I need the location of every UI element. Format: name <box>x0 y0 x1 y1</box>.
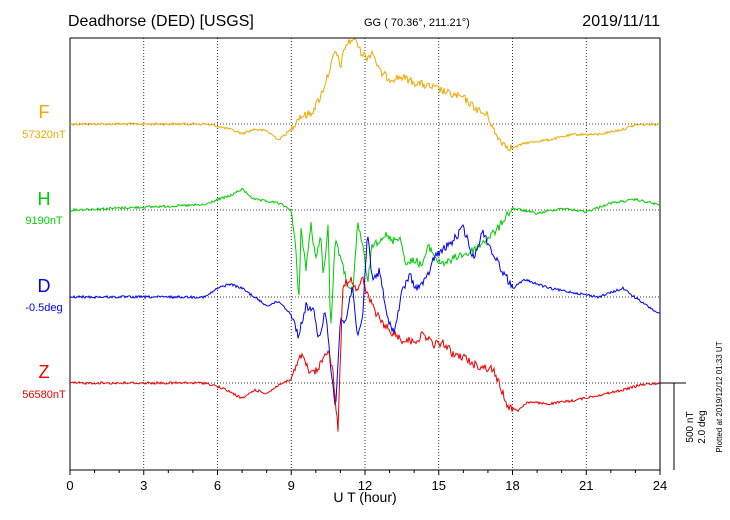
series-group: F 57320nT H 9190nT D -0.5deg Z 56580nT <box>22 38 661 432</box>
x-tick-label: 21 <box>579 478 593 493</box>
series-name-z: Z <box>39 362 50 382</box>
series-line-h <box>69 187 661 324</box>
x-axis-label: U T (hour) <box>333 489 396 505</box>
series-baseline-d: -0.5deg <box>25 302 62 314</box>
x-tick-label: 15 <box>432 478 446 493</box>
x-tick-label: 3 <box>140 478 147 493</box>
scale-bar-deg-label: 2.0 deg <box>697 410 708 443</box>
scale-bar: 500 nT 2.0 deg <box>660 382 708 470</box>
series-baseline-h: 9190nT <box>25 215 63 227</box>
x-tick-label: 0 <box>66 478 73 493</box>
scale-bar-nt-label: 500 nT <box>685 411 696 442</box>
x-tick-label: 18 <box>505 478 519 493</box>
x-tick-label: 12 <box>358 478 372 493</box>
station-title: Deadhorse (DED) [USGS] <box>68 13 254 30</box>
series-name-f: F <box>39 102 50 122</box>
x-tick-label: 24 <box>653 478 667 493</box>
x-tick-label: 6 <box>214 478 221 493</box>
grid-lines <box>143 38 587 470</box>
plotted-timestamp: Plotted at 2019/12/12 01:33 UT <box>715 341 724 452</box>
station-coordinates: GG ( 70.36°, 211.21°) <box>364 17 470 29</box>
x-axis-ticks: 0 3 6 9 12 15 18 21 24 <box>66 470 667 493</box>
series-name-d: D <box>38 276 51 296</box>
plot-date: 2019/11/11 <box>582 13 660 30</box>
series-baseline-f: 57320nT <box>22 129 66 141</box>
series-baseline-z: 56580nT <box>22 389 66 401</box>
series-line-z <box>69 276 661 432</box>
series-name-h: H <box>38 189 51 209</box>
x-tick-label: 9 <box>288 478 295 493</box>
series-line-d <box>69 224 661 406</box>
series-line-f <box>69 38 661 152</box>
